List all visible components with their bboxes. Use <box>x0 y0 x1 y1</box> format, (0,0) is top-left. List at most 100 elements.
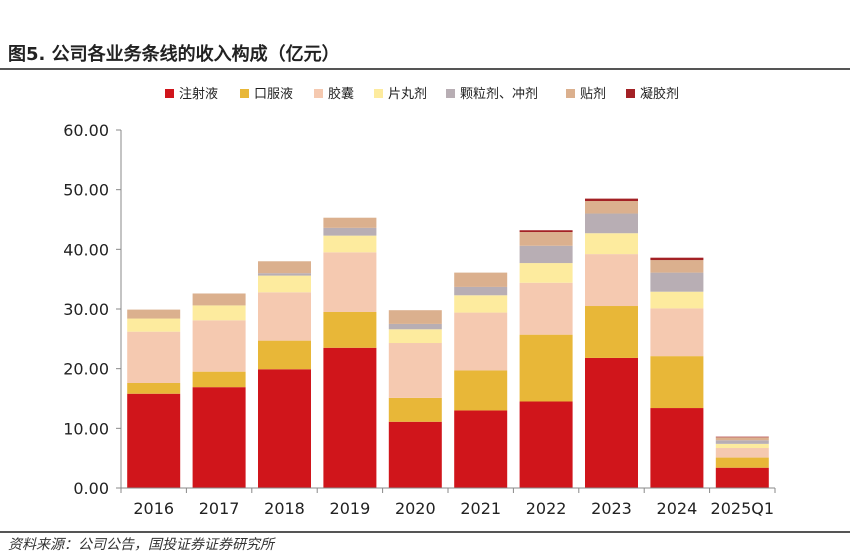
bar-segment <box>585 357 638 488</box>
x-axis: 2016 2017 2018 2019 2020 2021 2022 2023 2024 2025… <box>120 487 776 518</box>
figure-title: 图5. 公司各业务条线的收入构成（亿元） <box>8 44 340 65</box>
y-tick-label: 10.00 <box>63 419 109 438</box>
bar-segment <box>388 310 442 324</box>
legend-swatch <box>626 89 635 98</box>
bar-segment <box>715 437 769 441</box>
legend-label: 口服液 <box>254 87 293 102</box>
bar-segment <box>323 252 377 312</box>
bar-segment <box>323 347 377 488</box>
x-tick-label: 2020 <box>395 499 436 518</box>
bar-segment <box>258 292 311 341</box>
legend-swatch <box>566 89 575 98</box>
bar-segment <box>650 356 704 409</box>
bar-segment <box>127 382 181 394</box>
legend-swatch <box>446 89 455 98</box>
x-tick-label: 2019 <box>330 499 371 518</box>
bar-segment <box>323 227 377 236</box>
bar-segment <box>323 217 377 228</box>
bar-segment <box>192 387 246 488</box>
bar-segment <box>388 343 442 398</box>
x-tick-label: 2016 <box>133 499 174 518</box>
legend-label: 注射液 <box>179 86 218 102</box>
bar-segment <box>585 201 638 214</box>
bar-segment <box>715 440 769 444</box>
chart-legend: 注射液 口服液 胶囊 片丸剂 颗粒剂、冲剂 贴剂 凝胶剂 <box>165 86 679 102</box>
bar-segment <box>192 320 246 372</box>
bar-segment <box>258 275 311 293</box>
bar-segment <box>650 272 704 292</box>
bar-segment <box>454 295 508 313</box>
bar-segment <box>258 261 311 274</box>
bar-segment <box>715 443 769 449</box>
bar-segment <box>585 306 638 358</box>
bar-segment <box>715 457 769 468</box>
bar-segment <box>585 213 638 234</box>
title-divider <box>0 68 850 70</box>
x-tick-label: 2022 <box>526 499 567 518</box>
bar-segment <box>519 334 573 402</box>
bar-segment <box>192 371 246 388</box>
bar-segment <box>388 329 442 344</box>
x-tick-label: 2021 <box>460 499 501 518</box>
bar-segment <box>519 401 573 488</box>
bar-segment <box>715 448 769 458</box>
bar-segment <box>388 421 442 488</box>
y-tick-label: 40.00 <box>63 240 109 259</box>
bar-segment <box>519 245 573 264</box>
bar-segment <box>650 408 704 488</box>
bar-segment <box>323 311 377 348</box>
bar-segment <box>650 308 704 357</box>
y-tick-label: 0.00 <box>73 479 109 498</box>
bar-segment <box>258 273 311 276</box>
y-tick-label: 50.00 <box>63 181 109 200</box>
bar-segment <box>258 340 311 370</box>
legend-swatch <box>374 89 383 98</box>
bar-segment <box>258 369 311 488</box>
bar-segment <box>585 198 638 202</box>
legend-swatch <box>165 89 174 98</box>
source-note: 资料来源：公司公告，国投证券证券研究所 <box>8 537 274 553</box>
legend-label: 凝胶剂 <box>640 86 679 102</box>
bar-segment <box>323 235 377 253</box>
bar-segment <box>519 282 573 335</box>
bar-segment <box>454 370 508 411</box>
stacked-bar-chart: 注射液 口服液 胶囊 片丸剂 颗粒剂、冲剂 贴剂 凝胶剂 0.00 10.00 20.00 30.… <box>63 86 776 518</box>
x-tick-label: 2023 <box>591 499 632 518</box>
bar-segment <box>519 232 573 246</box>
bar-segment <box>715 467 769 488</box>
bar-segment <box>192 305 246 321</box>
bar-segment <box>127 309 181 319</box>
legend-swatch <box>314 89 323 98</box>
bar-area <box>127 198 769 488</box>
y-axis: 0.00 10.00 20.00 30.00 40.00 50.00 60.00 <box>63 121 122 498</box>
bar-segment <box>519 230 573 233</box>
bar-segment <box>454 312 508 371</box>
x-tick-label: 2018 <box>264 499 305 518</box>
y-tick-label: 30.00 <box>63 300 109 319</box>
bar-segment <box>650 260 704 273</box>
bar-segment <box>650 291 704 309</box>
bar-segment <box>388 397 442 422</box>
bar-segment <box>388 323 442 330</box>
y-tick-label: 20.00 <box>63 360 109 379</box>
bar-segment <box>650 257 704 261</box>
x-tick-label: 2024 <box>657 499 698 518</box>
y-tick-label: 60.00 <box>63 121 109 140</box>
bar-segment <box>127 331 181 383</box>
bar-segment <box>192 293 246 306</box>
bar-segment <box>519 263 573 283</box>
legend-label: 颗粒剂、冲剂 <box>460 87 538 102</box>
legend-label: 片丸剂 <box>388 87 427 102</box>
bar-segment <box>454 286 508 296</box>
bar-segment <box>454 272 508 287</box>
legend-label: 胶囊 <box>328 86 354 102</box>
bar-segment <box>715 436 769 438</box>
x-tick-label: 2017 <box>199 499 240 518</box>
legend-swatch <box>240 89 249 98</box>
bar-segment <box>454 410 508 488</box>
bar-segment <box>127 318 181 332</box>
legend-label: 贴剂 <box>580 87 606 102</box>
x-tick-label: 2025Q1 <box>711 499 775 518</box>
bar-segment <box>585 254 638 307</box>
source-divider <box>0 531 850 533</box>
